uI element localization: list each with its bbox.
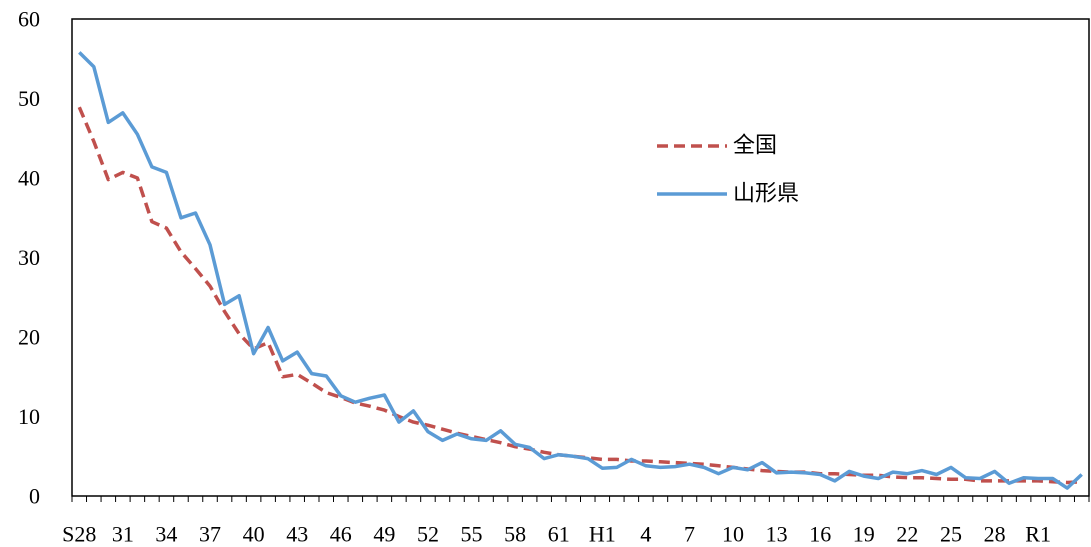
y-tick-label: 20 (18, 325, 40, 350)
y-tick-label: 40 (18, 166, 40, 191)
x-tick-label: 31 (112, 522, 134, 547)
x-tick-label: H1 (589, 522, 616, 547)
x-tick-label: 25 (940, 522, 962, 547)
x-tick-label: 37 (199, 522, 221, 547)
x-tick-label: 40 (243, 522, 265, 547)
y-tick-label: 0 (29, 484, 40, 509)
y-tick-label: 50 (18, 86, 40, 111)
x-tick-label: 55 (461, 522, 483, 547)
x-tick-label: 49 (373, 522, 395, 547)
x-tick-label: S28 (62, 522, 96, 547)
y-tick-label: 60 (18, 7, 40, 32)
series-line-yamagata (78, 51, 1083, 490)
x-tick-label: 19 (853, 522, 875, 547)
x-tick-label: 4 (640, 522, 651, 547)
x-tick-label: 10 (722, 522, 744, 547)
x-tick-label: 28 (984, 522, 1006, 547)
series-lines (77, 51, 1083, 490)
y-tick-label: 10 (18, 404, 40, 429)
x-tick-label: 58 (504, 522, 526, 547)
x-tick-label: 16 (809, 522, 831, 547)
x-tick-label: 13 (766, 522, 788, 547)
y-tick-label: 30 (18, 245, 40, 270)
x-tick-label: 7 (684, 522, 695, 547)
legend-label: 山形県 (733, 182, 799, 207)
plot-area-frame (71, 18, 1090, 497)
series-line-national (77, 106, 1082, 485)
x-axis-ticks: S28 31 34 37 40 43 46 49 52 55 58 61 H1 4 7 10 13 16 19 22 2… (62, 496, 1090, 547)
y-axis-ticks: 0 10 20 30 40 50 60 (18, 7, 40, 509)
x-tick-label: R1 (1025, 522, 1051, 547)
x-tick-label: 61 (548, 522, 570, 547)
x-tick-label: 22 (896, 522, 918, 547)
x-tick-label: 34 (155, 522, 177, 547)
x-tick-label: 52 (417, 522, 439, 547)
x-tick-label: 43 (286, 522, 308, 547)
x-tick-label: 4 (640, 522, 651, 547)
x-tick-label: 46 (330, 522, 352, 547)
legend-label: 全国 (733, 134, 777, 159)
